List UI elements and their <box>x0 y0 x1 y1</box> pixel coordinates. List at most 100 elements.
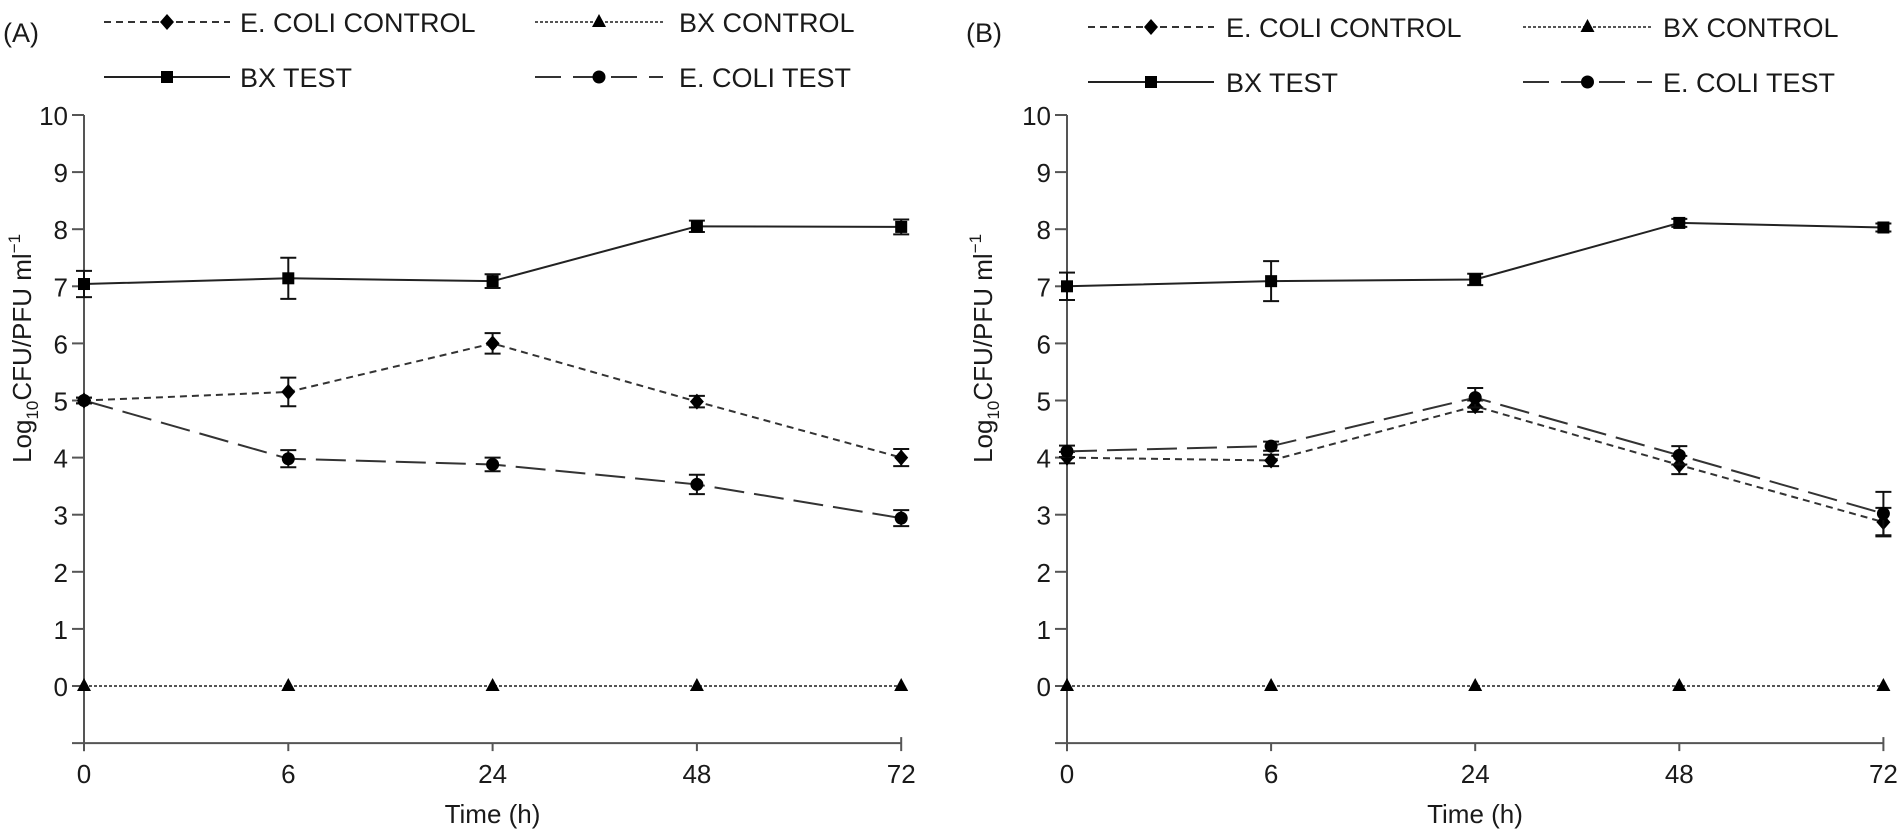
data-point <box>690 477 704 491</box>
data-point <box>1060 444 1074 458</box>
x-tick-label: 24 <box>1461 759 1490 789</box>
y-tick-label: 6 <box>1037 329 1051 359</box>
data-point <box>486 275 499 288</box>
y-tick-label: 7 <box>54 272 68 302</box>
y-tick-label: 1 <box>1037 615 1051 645</box>
legend-item: BX TEST <box>104 63 352 93</box>
x-tick-label: 48 <box>1665 759 1694 789</box>
series-bx-test <box>76 218 910 300</box>
y-tick-label: 0 <box>54 672 68 702</box>
data-point <box>894 511 908 525</box>
data-point <box>689 393 704 410</box>
y-tick-label: 7 <box>1037 272 1051 302</box>
series-line <box>1066 405 1884 524</box>
y-tick-label: 9 <box>1037 158 1051 188</box>
circle-legend-marker <box>592 70 606 84</box>
data-point <box>1876 507 1890 521</box>
data-point <box>1061 280 1073 293</box>
legend-item: E. COLI CONTROL <box>1088 13 1462 43</box>
y-axis-title: Log10CFU/PFU ml−1 <box>966 234 1003 463</box>
x-tick-label: 6 <box>281 759 295 789</box>
x-tick-label: 24 <box>478 759 507 789</box>
data-point <box>1672 678 1687 691</box>
legend-item: BX TEST <box>1088 68 1338 98</box>
legend-item: BX CONTROL <box>1523 13 1839 43</box>
data-point <box>485 335 500 352</box>
x-tick-label: 0 <box>77 759 91 789</box>
triangle-legend-marker <box>1580 19 1595 32</box>
data-point <box>1877 221 1890 234</box>
y-axis-title-sub: 10 <box>23 401 42 420</box>
legend-item: E. COLI CONTROL <box>104 8 476 38</box>
x-tick-label: 0 <box>1060 759 1074 789</box>
data-point <box>485 678 500 691</box>
data-point <box>1468 391 1482 405</box>
panel-label: (A) <box>3 18 39 48</box>
panel-b: (B) E. COLI CONTROL BX CONTROL BX TEST E. CO… <box>966 13 1898 829</box>
x-tick-label: 72 <box>887 759 916 789</box>
data-point <box>1265 275 1278 288</box>
data-point <box>77 394 91 407</box>
series-e-coli-control <box>76 332 910 468</box>
y-tick-label: 8 <box>1037 215 1051 245</box>
y-tick-label: 5 <box>1037 387 1051 417</box>
y-tick-label: 2 <box>1037 558 1051 588</box>
legend-label: BX CONTROL <box>679 8 855 38</box>
data-point <box>281 678 296 691</box>
x-tick-label: 48 <box>682 759 711 789</box>
y-axis-title-rest: CFU/PFU ml <box>968 253 998 400</box>
data-point <box>1876 678 1891 691</box>
x-tick-label: 6 <box>1264 759 1278 789</box>
x-axis-title: Time (h) <box>1427 799 1523 829</box>
y-tick-label: 3 <box>54 501 68 531</box>
data-point <box>895 220 908 233</box>
series-e-coli-control <box>1059 398 1892 538</box>
y-tick-label: 10 <box>39 101 68 131</box>
y-tick-label: 2 <box>54 558 68 588</box>
y-tick-label: 4 <box>1037 444 1051 474</box>
legend-item: E. COLI TEST <box>535 63 851 93</box>
legend-label: BX CONTROL <box>1663 13 1839 43</box>
series-bx-control <box>1060 678 1891 691</box>
data-point <box>894 678 909 691</box>
panel-label: (B) <box>966 18 1002 48</box>
data-point <box>690 220 703 233</box>
legend-label: E. COLI CONTROL <box>1226 13 1462 43</box>
square-legend-marker <box>1145 76 1157 88</box>
diamond-legend-marker <box>1144 19 1158 35</box>
y-axis-title-sub: 10 <box>984 401 1003 420</box>
y-axis-title-main: Log <box>968 420 998 463</box>
y-axis-title-sup: −1 <box>5 234 24 253</box>
circle-legend-marker <box>1581 75 1594 89</box>
data-point <box>1672 448 1686 462</box>
data-point <box>1264 678 1279 691</box>
series-e-coli-test <box>76 394 910 528</box>
y-axis-title: Log10CFU/PFU ml−1 <box>5 234 42 463</box>
data-point <box>894 449 909 466</box>
x-tick-label: 72 <box>1869 759 1898 789</box>
legend-item: BX CONTROL <box>535 8 855 38</box>
y-tick-label: 6 <box>54 329 68 359</box>
diamond-legend-marker <box>160 14 174 30</box>
series-bx-test <box>1059 216 1892 303</box>
y-tick-label: 1 <box>54 615 68 645</box>
y-tick-label: 4 <box>54 444 68 474</box>
y-tick-label: 5 <box>54 387 68 417</box>
data-point <box>77 678 91 691</box>
panel-a: (A) E. COLI CONTROL BX CONTROL BX TEST E. CO… <box>3 8 916 829</box>
data-point <box>1264 439 1278 453</box>
data-point <box>78 278 90 291</box>
y-axis-title-main: Log <box>7 420 37 463</box>
data-point <box>282 272 295 285</box>
data-point <box>1469 273 1482 286</box>
triangle-legend-marker <box>592 14 606 27</box>
data-point <box>1060 678 1074 691</box>
series-line <box>83 342 902 459</box>
y-axis-title-rest: CFU/PFU ml <box>7 253 37 400</box>
y-tick-label: 9 <box>54 158 68 188</box>
legend-label: E. COLI TEST <box>1663 68 1835 98</box>
series-bx-control <box>77 678 909 691</box>
y-tick-label: 0 <box>1037 672 1051 702</box>
y-axis-title-sup: −1 <box>966 234 985 253</box>
legend-label: BX TEST <box>1226 68 1338 98</box>
